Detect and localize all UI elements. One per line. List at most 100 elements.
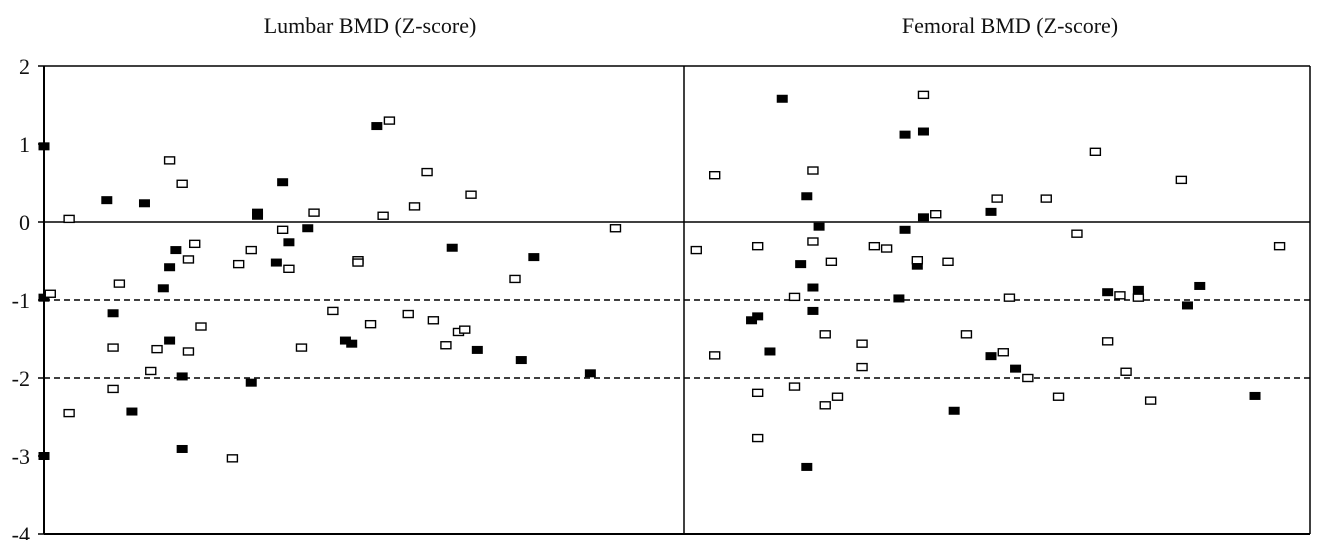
filled-square-point: [176, 372, 188, 381]
filled-square-point: [1181, 301, 1193, 310]
open-square-point: [991, 194, 1003, 203]
y-tick-label: 0: [19, 210, 30, 235]
filled-square-point: [245, 378, 257, 387]
open-square-point: [690, 245, 702, 255]
open-square-point: [245, 245, 257, 255]
filled-square-point: [807, 283, 819, 292]
open-square-point: [1144, 396, 1157, 405]
data-points: [38, 90, 1286, 471]
open-square-point: [856, 362, 868, 372]
y-tick-label: -1: [12, 288, 30, 313]
filled-square-point: [471, 345, 483, 354]
open-square-point: [1040, 194, 1052, 203]
filled-square-point: [985, 352, 997, 361]
open-square-point: [63, 408, 75, 418]
filled-square-point: [801, 192, 813, 201]
filled-square-point: [346, 339, 358, 348]
filled-square-point: [176, 444, 188, 453]
y-tick-label: -4: [12, 522, 30, 540]
filled-square-point: [252, 208, 264, 217]
open-square-point: [113, 279, 126, 288]
open-square-point: [163, 156, 176, 165]
open-square-point: [459, 325, 471, 334]
filled-square-point: [801, 462, 813, 471]
y-tick-label: 2: [19, 54, 30, 79]
open-square-point: [917, 90, 930, 100]
open-square-point: [807, 166, 819, 175]
filled-square-point: [985, 207, 997, 216]
open-square-point: [421, 167, 433, 177]
filled-square-point: [1132, 285, 1144, 294]
open-square-point: [295, 343, 308, 352]
open-square-point: [751, 388, 764, 398]
open-square-point: [182, 347, 195, 356]
open-square-point: [427, 316, 440, 325]
open-square-point: [880, 244, 893, 253]
open-square-point: [1120, 367, 1132, 376]
filled-square-point: [1194, 281, 1206, 290]
open-square-point: [1175, 175, 1188, 185]
reference-lines: [44, 221, 1310, 379]
open-square-point: [383, 116, 396, 125]
open-square-point: [1003, 293, 1016, 302]
open-square-point: [1132, 293, 1145, 302]
open-square-point: [807, 237, 819, 246]
open-square-point: [997, 348, 1009, 357]
open-square-point: [402, 309, 414, 319]
open-square-point: [408, 202, 421, 211]
open-square-point: [819, 330, 831, 339]
filled-square-point: [170, 246, 182, 255]
y-tick-label: 1: [19, 132, 30, 157]
filled-square-point: [917, 213, 929, 222]
open-square-point: [107, 384, 119, 394]
open-square-point: [825, 257, 838, 266]
open-square-point: [788, 382, 801, 391]
filled-square-point: [899, 225, 911, 234]
filled-square-point: [1102, 288, 1114, 297]
open-square-point: [709, 351, 721, 360]
filled-square-point: [157, 284, 169, 293]
open-square-point: [819, 401, 831, 410]
open-square-point: [308, 208, 320, 217]
open-square-point: [751, 433, 764, 443]
open-square-point: [1022, 373, 1034, 383]
open-square-point: [440, 341, 452, 350]
open-square-point: [509, 274, 521, 284]
filled-square-point: [371, 122, 383, 131]
filled-square-point: [893, 294, 905, 303]
filled-square-point: [795, 260, 807, 269]
open-square-point: [189, 239, 201, 249]
open-square-point: [176, 179, 188, 188]
filled-square-point: [899, 130, 911, 139]
open-square-point: [788, 292, 801, 302]
y-tick-label: -2: [12, 366, 30, 391]
filled-square-point: [446, 243, 458, 252]
open-square-point: [107, 343, 119, 352]
filled-square-point: [948, 406, 960, 415]
filled-square-point: [764, 347, 776, 356]
open-square-point: [751, 241, 764, 251]
filled-square-point: [917, 127, 929, 136]
open-square-point: [942, 257, 954, 266]
open-square-point: [276, 225, 289, 235]
open-square-point: [609, 224, 622, 233]
filled-square-point: [38, 142, 50, 151]
open-square-point: [226, 454, 239, 463]
open-square-point: [868, 241, 881, 251]
chart-title-femoral: Femoral BMD (Z-score): [902, 13, 1118, 38]
open-square-point: [960, 330, 973, 339]
filled-square-point: [164, 336, 176, 345]
filled-square-point: [1010, 364, 1022, 373]
open-square-point: [44, 289, 56, 298]
open-square-point: [182, 255, 195, 264]
open-square-point: [1089, 147, 1102, 157]
open-square-point: [377, 211, 389, 220]
filled-square-point: [277, 178, 289, 187]
filled-square-point: [302, 224, 314, 233]
open-square-point: [831, 392, 844, 401]
y-tick-label: -3: [12, 444, 30, 469]
open-square-point: [145, 366, 157, 376]
open-square-point: [283, 264, 295, 273]
open-square-point: [1273, 241, 1286, 251]
